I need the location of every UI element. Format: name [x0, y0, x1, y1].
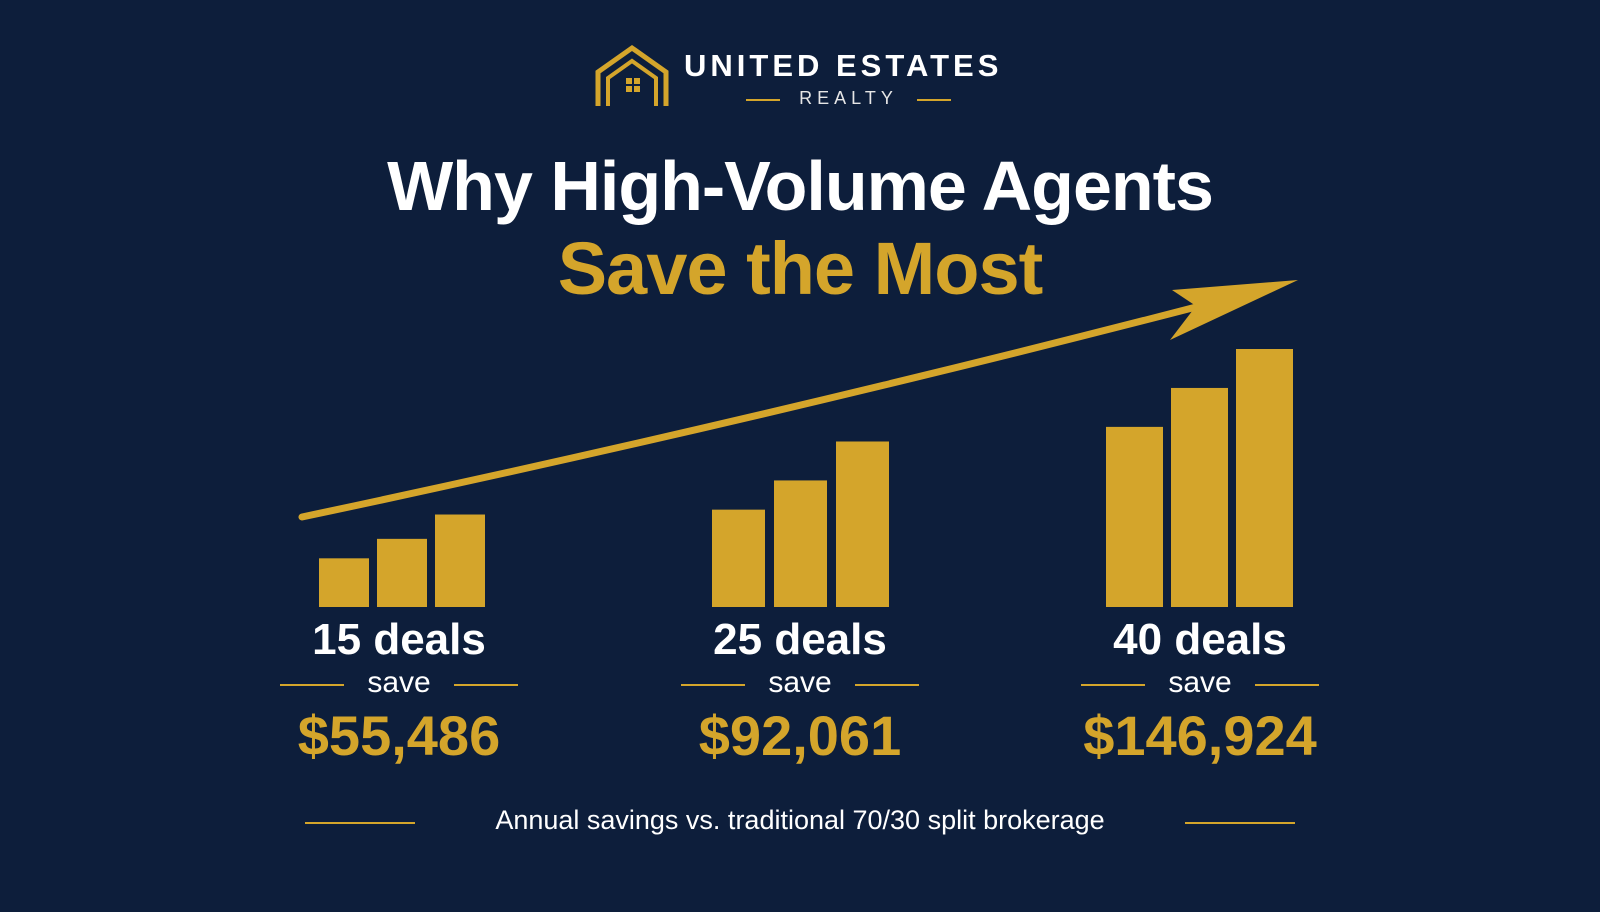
footer-caption-row: Annual savings vs. traditional 70/30 spl…	[300, 800, 1300, 840]
trend-arrow-line	[298, 302, 1204, 521]
chart-bar	[836, 441, 889, 607]
divider-line	[855, 684, 919, 686]
divider-line	[1185, 822, 1295, 824]
tier-save-label: save	[1168, 666, 1232, 699]
chart-bar	[1236, 349, 1293, 607]
tier-deals-label: 15 deals	[312, 615, 486, 664]
brand-subtitle: REALTY	[746, 88, 951, 110]
brand-name: UNITED ESTATES	[684, 48, 1003, 83]
tier-savings-amount: $55,486	[297, 704, 501, 767]
brand-subtitle-text: REALTY	[799, 88, 898, 108]
chart-bar	[435, 514, 485, 607]
headline-line-2: Save the Most	[557, 227, 1044, 310]
divider-line	[1255, 684, 1319, 686]
tier-save-row: save	[1075, 666, 1325, 700]
tier-stat: 25 deals save $92,061	[675, 615, 925, 767]
tier-save-row: save	[274, 666, 524, 700]
chart-bar	[712, 509, 765, 607]
tier-save-label: save	[367, 666, 431, 699]
divider-line	[917, 99, 951, 101]
tier-save-label: save	[768, 666, 832, 699]
tier-stat: 15 deals save $55,486	[274, 615, 524, 767]
chart-bar	[774, 480, 827, 607]
tier-savings-amount: $92,061	[698, 704, 902, 767]
tier-save-row: save	[675, 666, 925, 700]
divider-line	[681, 684, 745, 686]
tier-stat: 40 deals save $146,924	[1075, 615, 1325, 767]
headline-line-1: Why High-Volume Agents	[387, 147, 1214, 225]
chart-bar	[377, 538, 427, 607]
divider-line	[454, 684, 518, 686]
divider-line	[1081, 684, 1145, 686]
brand-header: UNITED ESTATES REALTY	[594, 44, 1024, 114]
tier-savings-amount: $146,924	[1083, 704, 1317, 767]
house-roof-icon	[595, 44, 669, 106]
tier-deals-label: 25 deals	[713, 615, 887, 664]
divider-line	[280, 684, 344, 686]
chart-bar	[1171, 387, 1228, 607]
divider-line	[305, 822, 415, 824]
footer-caption: Annual savings vs. traditional 70/30 spl…	[495, 805, 1105, 835]
divider-line	[746, 99, 780, 101]
trend-arrow-head	[1170, 280, 1298, 340]
chart-bar	[319, 558, 369, 607]
tier-deals-label: 40 deals	[1113, 615, 1287, 664]
chart-bar	[1106, 426, 1163, 607]
